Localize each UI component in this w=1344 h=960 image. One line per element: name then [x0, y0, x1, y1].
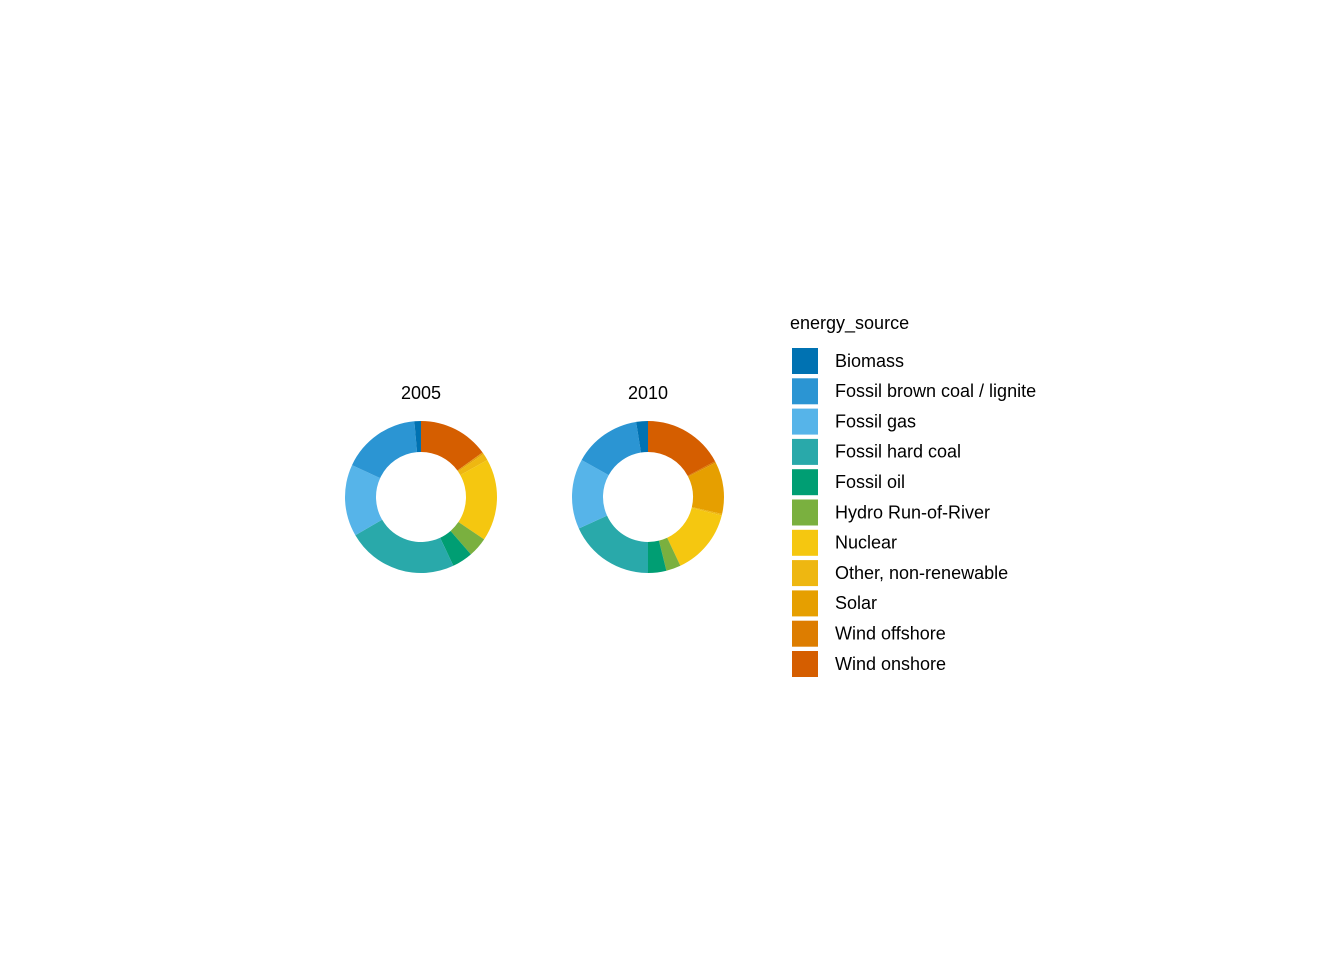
donut-slice [691, 507, 723, 516]
donut-slice [414, 421, 421, 453]
donut-slice [572, 459, 609, 529]
legend-label: Solar [835, 593, 877, 613]
legend-key [792, 620, 818, 647]
donut-slice [636, 421, 648, 453]
legend-key [792, 348, 818, 374]
donut-slice [578, 515, 648, 573]
legend-label: Fossil brown coal / lignite [835, 381, 1036, 401]
donut-slice [450, 522, 485, 555]
donut-slice [648, 421, 716, 476]
legend-key [792, 529, 818, 556]
donut-slice [355, 519, 454, 573]
donut-slice [421, 421, 483, 471]
legend-label: Biomass [835, 351, 904, 371]
legend-key [792, 499, 818, 526]
legend-label: Fossil oil [835, 472, 905, 492]
legend-label: Fossil gas [835, 411, 916, 431]
legend-key [792, 560, 818, 587]
donut-slice [658, 537, 681, 571]
legend-key [792, 590, 818, 617]
legend-title: energy_source [790, 313, 909, 334]
legend-label: Wind offshore [835, 623, 946, 643]
legend-key [792, 469, 818, 496]
donut-slice [457, 452, 484, 472]
facet-title: 2010 [628, 383, 668, 403]
donut-slice [687, 461, 716, 477]
legend-key [792, 651, 818, 677]
donut-slice [457, 452, 483, 471]
donut-slice [352, 421, 418, 479]
facet-title: 2005 [401, 383, 441, 403]
legend-label: Fossil hard coal [835, 442, 961, 462]
legend-key [792, 378, 818, 405]
donut-slice [440, 530, 471, 566]
legend-key [792, 408, 818, 435]
legend-label: Nuclear [835, 533, 897, 553]
donut-slice [344, 465, 383, 536]
donut-slice [648, 540, 667, 573]
legend-label: Wind onshore [835, 654, 946, 674]
donut-slice [667, 507, 722, 566]
legend-label: Hydro Run-of-River [835, 502, 990, 522]
legend-key [792, 438, 818, 465]
donut-slice [458, 453, 488, 476]
donut-slice [581, 421, 641, 476]
donut-slice [458, 459, 498, 540]
donut-slice [688, 462, 724, 515]
legend-label: Other, non-renewable [835, 563, 1008, 583]
